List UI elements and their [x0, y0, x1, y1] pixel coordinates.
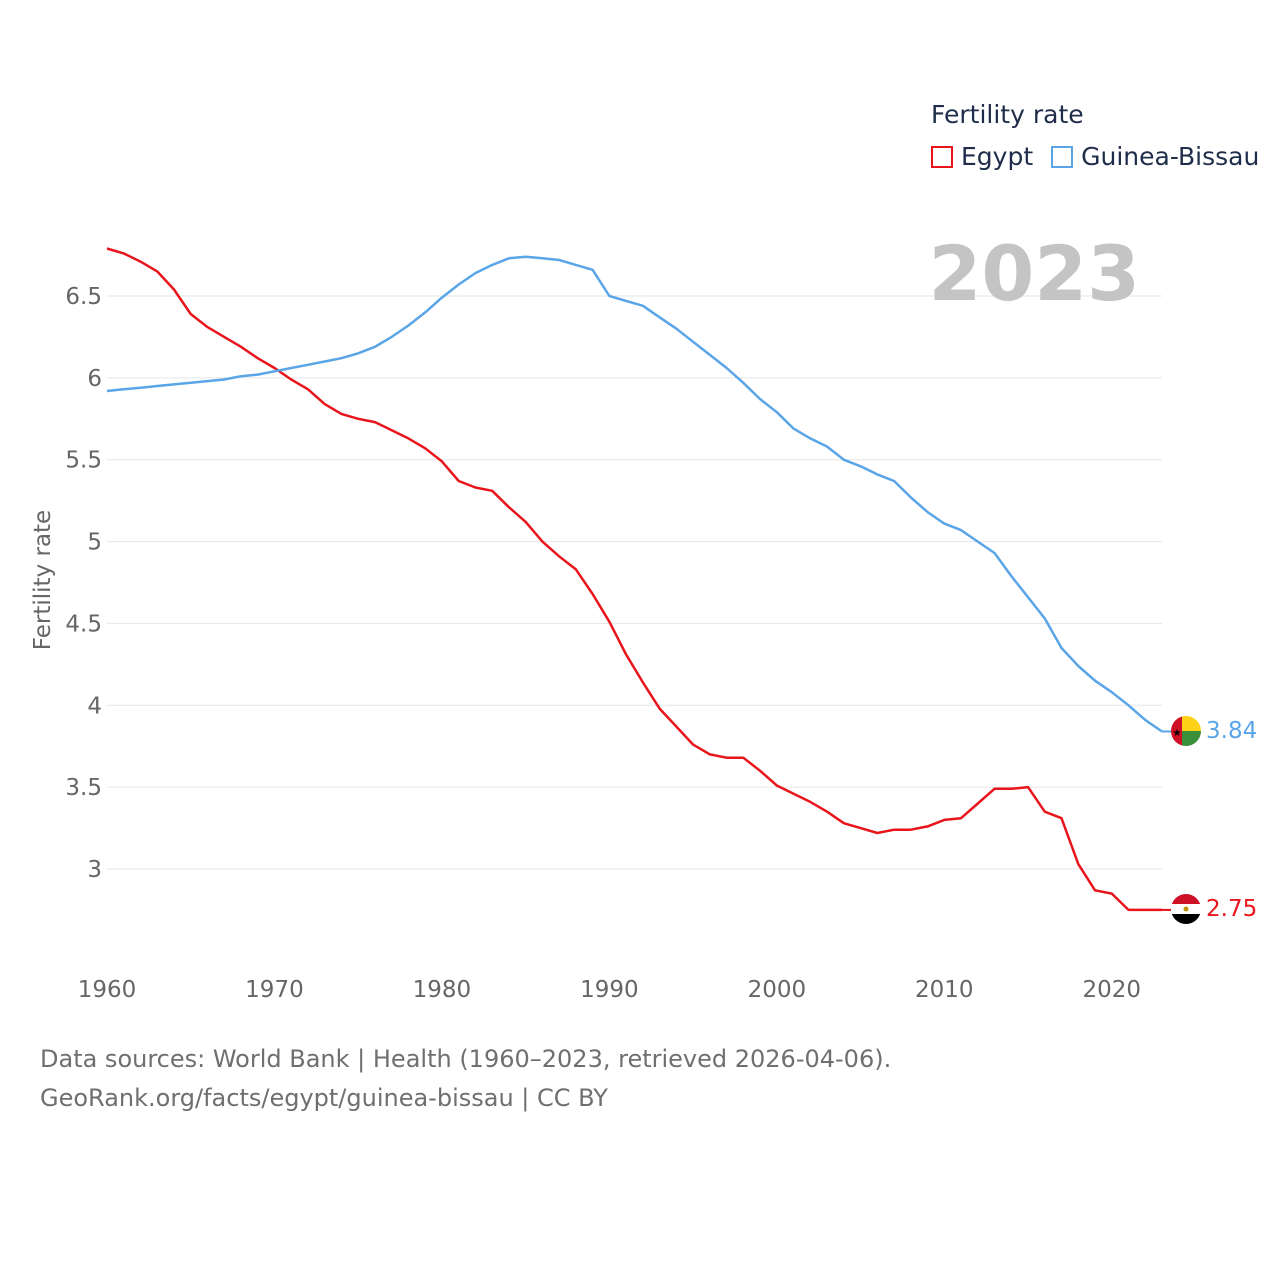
x-tick-label: 2010 — [915, 977, 974, 1003]
y-tick-label: 5.5 — [65, 448, 102, 474]
y-tick-label: 5 — [87, 530, 102, 556]
x-tick-label: 1960 — [78, 977, 137, 1003]
y-axis-label: Fertility rate — [30, 510, 56, 650]
y-tick-label: 6 — [87, 366, 102, 392]
footer-sources: Data sources: World Bank | Health (1960–… — [40, 1045, 892, 1073]
legend: Egypt Guinea-Bissau — [931, 142, 1277, 171]
x-tick-label: 1980 — [413, 977, 472, 1003]
y-tick-label: 3.5 — [65, 775, 102, 801]
legend-swatch-guinea-bissau — [1051, 145, 1074, 168]
legend-item-egypt[interactable]: Egypt — [931, 142, 1033, 171]
legend-label-egypt: Egypt — [961, 142, 1034, 171]
end-label-egypt: 2.75 — [1206, 896, 1257, 922]
svg-text:★: ★ — [1173, 728, 1182, 739]
guinea-bissau-flag-icon: ★ — [1171, 716, 1201, 746]
y-tick-labels: 3 3.5 4 4.5 5 5.5 6 6.5 — [65, 284, 102, 883]
y-tick-label: 6.5 — [65, 284, 102, 310]
x-tick-label: 2020 — [1082, 977, 1141, 1003]
series-layer — [106, 247, 1171, 912]
legend-label-guinea-bissau: Guinea-Bissau — [1081, 142, 1260, 171]
legend-item-guinea-bissau[interactable]: Guinea-Bissau — [1051, 142, 1259, 171]
x-tick-label: 1990 — [580, 977, 639, 1003]
y-tick-label: 4 — [87, 693, 102, 719]
x-tick-labels: 1960 1970 1980 1990 2000 2010 2020 — [78, 977, 1141, 1003]
legend-title: Fertility rate — [931, 100, 1084, 129]
footer-attribution[interactable]: GeoRank.org/facts/egypt/guinea-bissau | … — [40, 1084, 608, 1112]
legend-swatch-egypt — [931, 145, 953, 168]
x-tick-label: 2000 — [748, 977, 807, 1003]
series-line-guinea-bissau[interactable] — [106, 255, 1163, 733]
grid-layer — [107, 295, 1162, 870]
series-line-egypt[interactable] — [106, 247, 1162, 912]
x-tick-label: 1970 — [245, 977, 304, 1003]
y-tick-label: 3 — [87, 857, 102, 883]
egypt-flag-icon — [1171, 894, 1201, 924]
y-tick-label: 4.5 — [65, 611, 102, 637]
end-label-guinea-bissau: 3.84 — [1206, 718, 1257, 744]
year-watermark: 2023 — [928, 229, 1140, 318]
